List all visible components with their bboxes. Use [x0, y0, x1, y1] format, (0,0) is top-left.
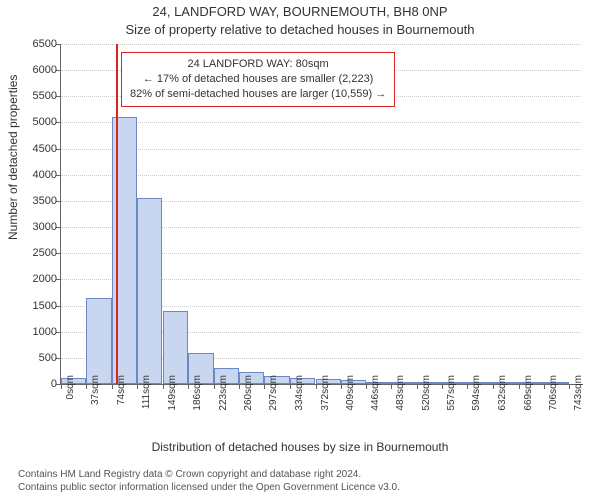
x-tick-mark: [290, 384, 291, 389]
x-tick-mark: [137, 384, 138, 389]
x-tick-label: 149sqm: [167, 375, 178, 419]
x-tick-mark: [188, 384, 189, 389]
x-axis-label: Distribution of detached houses by size …: [0, 440, 600, 454]
x-tick-mark: [569, 384, 570, 389]
x-tick-label: 372sqm: [320, 375, 331, 419]
x-tick-mark: [239, 384, 240, 389]
x-tick-label: 483sqm: [395, 375, 406, 419]
x-tick-mark: [544, 384, 545, 389]
footer-text: Contains HM Land Registry data © Crown c…: [18, 468, 400, 494]
footer-line-2: Contains public sector information licen…: [18, 481, 400, 494]
x-tick-label: 743sqm: [573, 375, 584, 419]
histogram-bar: [86, 298, 111, 384]
chart-subtitle: Size of property relative to detached ho…: [0, 22, 600, 37]
x-tick-mark: [366, 384, 367, 389]
x-tick-label: 706sqm: [548, 375, 559, 419]
x-tick-mark: [61, 384, 62, 389]
y-tick-label: 1000: [17, 326, 57, 338]
x-tick-mark: [493, 384, 494, 389]
x-tick-mark: [417, 384, 418, 389]
x-tick-mark: [86, 384, 87, 389]
grid-line: [61, 175, 581, 176]
y-tick-label: 4000: [17, 169, 57, 181]
y-tick-label: 3000: [17, 221, 57, 233]
x-tick-mark: [264, 384, 265, 389]
x-tick-label: 409sqm: [345, 375, 356, 419]
y-tick-label: 5500: [17, 90, 57, 102]
grid-line: [61, 44, 581, 45]
histogram-bar: [163, 311, 188, 384]
x-tick-mark: [442, 384, 443, 389]
info-line-3: 82% of semi-detached houses are larger (…: [130, 87, 386, 102]
y-tick-label: 5000: [17, 116, 57, 128]
x-tick-mark: [163, 384, 164, 389]
histogram-bar: [137, 198, 162, 384]
grid-line: [61, 122, 581, 123]
x-tick-label: 557sqm: [446, 375, 457, 419]
info-callout: 24 LANDFORD WAY: 80sqm← 17% of detached …: [121, 52, 395, 107]
marker-line: [116, 44, 118, 384]
y-tick-label: 2000: [17, 273, 57, 285]
chart-container: 24, LANDFORD WAY, BOURNEMOUTH, BH8 0NP S…: [0, 0, 600, 500]
y-tick-label: 500: [17, 352, 57, 364]
x-tick-label: 223sqm: [218, 375, 229, 419]
grid-line: [61, 149, 581, 150]
info-line-2: ← 17% of detached houses are smaller (2,…: [130, 72, 386, 87]
y-tick-label: 1500: [17, 300, 57, 312]
info-line-1: 24 LANDFORD WAY: 80sqm: [130, 57, 386, 72]
x-tick-mark: [112, 384, 113, 389]
x-tick-label: 297sqm: [268, 375, 279, 419]
y-tick-label: 2500: [17, 247, 57, 259]
plot-area: 0500100015002000250030003500400045005000…: [60, 44, 581, 385]
footer-line-1: Contains HM Land Registry data © Crown c…: [18, 468, 400, 481]
y-tick-label: 6000: [17, 64, 57, 76]
x-tick-label: 0sqm: [65, 375, 76, 419]
x-tick-label: 37sqm: [90, 375, 101, 419]
y-tick-label: 0: [17, 378, 57, 390]
y-tick-label: 4500: [17, 143, 57, 155]
x-tick-mark: [316, 384, 317, 389]
x-tick-mark: [214, 384, 215, 389]
y-tick-label: 6500: [17, 38, 57, 50]
x-tick-label: 594sqm: [471, 375, 482, 419]
x-tick-label: 446sqm: [370, 375, 381, 419]
x-tick-label: 334sqm: [294, 375, 305, 419]
chart-title: 24, LANDFORD WAY, BOURNEMOUTH, BH8 0NP: [0, 4, 600, 19]
x-tick-label: 520sqm: [421, 375, 432, 419]
x-tick-mark: [391, 384, 392, 389]
x-tick-mark: [341, 384, 342, 389]
x-tick-label: 632sqm: [497, 375, 508, 419]
x-tick-mark: [519, 384, 520, 389]
y-tick-label: 3500: [17, 195, 57, 207]
x-tick-label: 669sqm: [523, 375, 534, 419]
x-tick-mark: [467, 384, 468, 389]
x-tick-label: 260sqm: [243, 375, 254, 419]
x-tick-label: 111sqm: [141, 375, 152, 419]
x-tick-label: 186sqm: [192, 375, 203, 419]
